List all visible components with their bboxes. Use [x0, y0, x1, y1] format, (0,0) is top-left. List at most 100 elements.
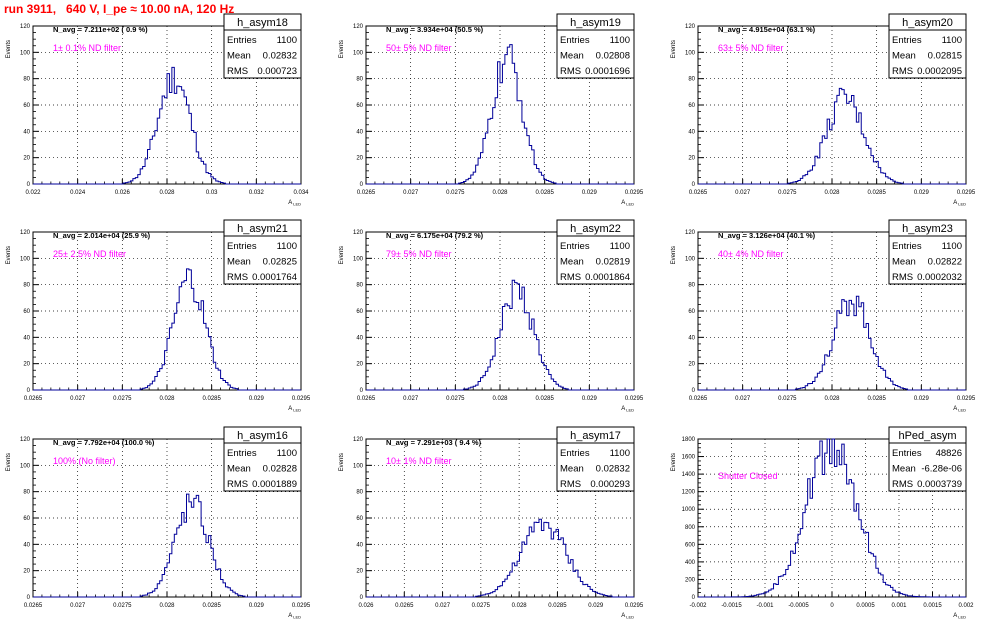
x-tick-label: 0.0265 — [357, 396, 376, 402]
stats-value: -6.28e-06 — [921, 464, 962, 475]
histogram-series — [366, 279, 634, 391]
stats-box — [556, 235, 635, 285]
stats-value: 0.000723 — [257, 66, 297, 77]
histogram-panel: 0.022 0.024 0.026 0.028 0.03 0.032 0.034 0 20 40 6… — [6, 13, 309, 207]
stats-key: Mean — [892, 257, 916, 268]
y-tick-label: 100 — [353, 256, 364, 262]
y-tick-label: 60 — [356, 516, 363, 522]
stats-box — [223, 29, 302, 79]
y-tick-label: 1800 — [682, 437, 696, 443]
stats-key: Entries — [560, 35, 590, 46]
x-tick-label: 0.0285 — [202, 603, 221, 609]
y-tick-label: 0 — [27, 182, 31, 188]
stats-key: RMS — [227, 272, 248, 283]
x-tick-label: 0.0265 — [689, 396, 708, 402]
x-axis-label: ALED — [288, 200, 301, 207]
stats-box — [223, 442, 302, 492]
stats-box — [556, 29, 635, 79]
y-tick-label: 0 — [360, 388, 364, 394]
stats-key: Entries — [892, 241, 922, 252]
histogram-series — [366, 44, 634, 185]
x-axis-label: ALED — [621, 406, 634, 413]
x-axis-label: ALED — [621, 200, 634, 207]
x-tick-label: -0.0015 — [721, 603, 742, 609]
y-tick-label: 40 — [23, 335, 30, 341]
x-axis-label: ALED — [953, 406, 966, 413]
y-tick-label: 0 — [360, 595, 364, 601]
stats-value: 1100 — [610, 241, 630, 252]
histogram-name: h_asym17 — [570, 430, 621, 442]
y-tick-label: 100 — [20, 256, 31, 262]
stats-value: 0.0001889 — [252, 479, 297, 490]
histogram-series — [33, 268, 301, 391]
histogram-series — [698, 438, 966, 598]
stats-value: 1100 — [277, 448, 297, 459]
histogram-panel: 0.0265 0.027 0.0275 0.028 0.0285 0.029 0.0295 0… — [671, 219, 976, 413]
n-avg-annotation: N_avg = 7.792e+04 (100.0 %) — [53, 438, 155, 447]
y-tick-label: 20 — [688, 362, 695, 368]
y-tick-label: 200 — [685, 577, 696, 583]
x-tick-label: -0.0005 — [788, 603, 809, 609]
y-tick-label: 20 — [23, 569, 30, 575]
n-avg-annotation: N_avg = 6.175e+04 (79.2 %) — [386, 231, 484, 240]
histogram-series — [366, 518, 634, 598]
page-title: run 3911, 640 V, I_pe ≈ 10.00 nA, 120 Hz — [4, 2, 235, 16]
stats-value: 0.000293 — [590, 479, 630, 490]
stats-value: 1100 — [277, 241, 297, 252]
stats-value: 0.02825 — [263, 257, 297, 268]
y-tick-label: 60 — [23, 103, 30, 109]
filter-label: 79± 5% ND filter — [386, 249, 451, 259]
x-tick-label: 0.002 — [958, 603, 974, 609]
y-tick-label: 120 — [685, 24, 696, 30]
y-tick-label: 120 — [20, 24, 31, 30]
x-tick-label: 0.0285 — [535, 396, 554, 402]
y-axis-label: Events — [6, 453, 12, 471]
x-tick-label: 0.0295 — [292, 603, 311, 609]
x-tick-label: 0.034 — [293, 190, 309, 196]
stats-key: Entries — [227, 241, 257, 252]
y-axis-label: Events — [671, 246, 677, 264]
y-tick-label: 60 — [356, 309, 363, 315]
x-axis-label: ALED — [288, 406, 301, 413]
stats-key: Mean — [560, 257, 584, 268]
histogram-panel: 0.026 0.0265 0.027 0.0275 0.028 0.0285 0.029 0.… — [339, 426, 644, 620]
y-tick-label: 120 — [353, 24, 364, 30]
x-tick-label: 0.027 — [70, 603, 86, 609]
y-tick-label: 40 — [356, 542, 363, 548]
x-axis-label: ALED — [288, 613, 301, 620]
x-tick-label: 0.027 — [403, 190, 419, 196]
y-tick-label: 120 — [20, 437, 31, 443]
x-tick-label: 0.0265 — [24, 396, 43, 402]
stats-box — [556, 442, 635, 492]
y-tick-label: 20 — [23, 362, 30, 368]
y-tick-label: 100 — [20, 50, 31, 56]
x-tick-label: 0.027 — [735, 190, 751, 196]
x-tick-label: 0.029 — [588, 603, 604, 609]
y-tick-label: 20 — [23, 156, 30, 162]
stats-value: 0.02832 — [596, 464, 630, 475]
histogram-panel: 0.0265 0.027 0.0275 0.028 0.0285 0.029 0.0295 0… — [339, 219, 644, 413]
histogram-name: h_asym19 — [570, 17, 621, 29]
n-avg-annotation: N_avg = 7.291e+03 ( 9.4 %) — [386, 438, 482, 447]
x-tick-label: 0.032 — [249, 190, 265, 196]
stats-key: Mean — [560, 51, 584, 62]
x-tick-label: 0.0295 — [625, 603, 644, 609]
stats-value: 0.02832 — [263, 51, 297, 62]
filter-label: 100% (No filter) — [53, 456, 116, 466]
x-tick-label: 0.0265 — [357, 190, 376, 196]
y-tick-label: 0 — [692, 595, 696, 601]
x-tick-label: 0.0275 — [778, 396, 797, 402]
x-tick-label: 0.027 — [435, 603, 451, 609]
stats-key: RMS — [227, 66, 248, 77]
histogram-name: h_asym23 — [902, 223, 953, 235]
y-tick-label: 0 — [27, 388, 31, 394]
histogram-series — [33, 493, 301, 598]
histogram-name: h_asym18 — [237, 17, 288, 29]
y-axis-label: Events — [671, 40, 677, 58]
stats-key: Entries — [560, 241, 590, 252]
y-tick-label: 40 — [356, 335, 363, 341]
y-tick-label: 60 — [23, 309, 30, 315]
x-tick-label: 0.001 — [891, 603, 907, 609]
x-tick-label: 0.029 — [582, 190, 598, 196]
